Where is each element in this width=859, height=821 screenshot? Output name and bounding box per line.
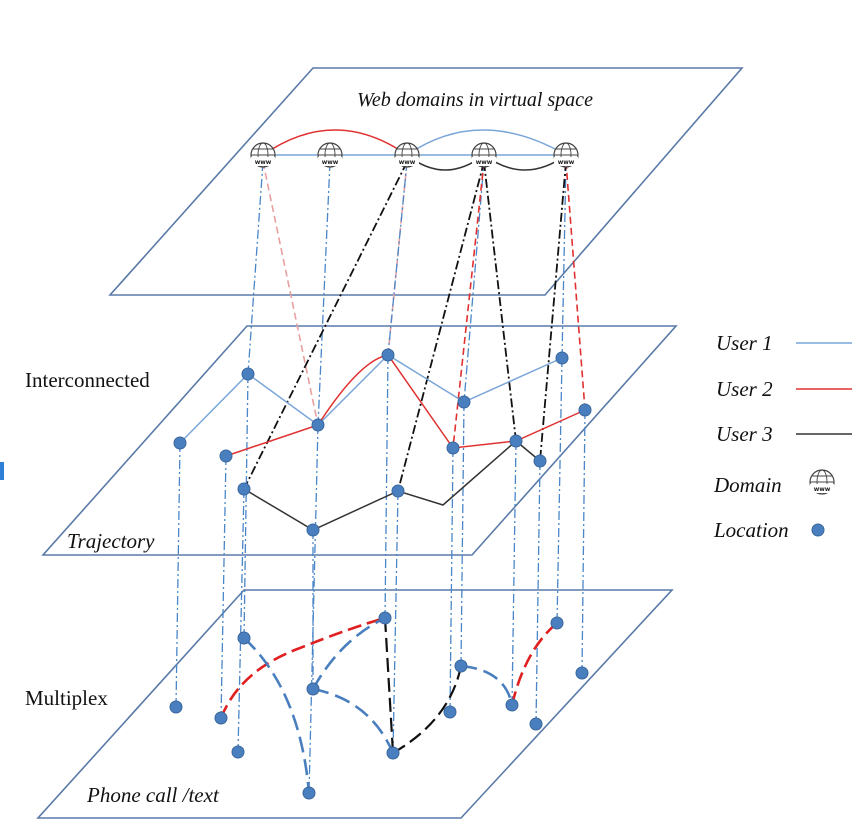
edge-marker — [0, 462, 4, 480]
trajectory-locations — [173, 348, 592, 537]
legend: User 1 User 2 User 3 Domain www Location — [713, 331, 852, 542]
legend-user1-label: User 1 — [716, 331, 773, 355]
interconnected-label: Interconnected — [25, 368, 150, 392]
location-node — [575, 666, 589, 680]
domain-icon-label: www — [255, 159, 272, 166]
location-node — [169, 700, 183, 714]
location-node — [533, 454, 547, 468]
legend-user3-label: User 3 — [716, 422, 773, 446]
globe-icon: www — [394, 142, 420, 168]
globe-icon: www — [553, 142, 579, 168]
location-node — [306, 682, 320, 696]
location-node — [509, 434, 523, 448]
location-node — [578, 403, 592, 417]
domain-location-links — [243, 161, 586, 492]
layer-projection-lines — [175, 354, 586, 794]
multiplex-locations — [169, 611, 589, 800]
location-node — [311, 418, 325, 432]
domain-icon-label: www — [814, 486, 831, 493]
location-node — [381, 348, 395, 362]
globe-icon: www — [317, 142, 343, 168]
location-node — [443, 705, 457, 719]
legend-user2-label: User 2 — [716, 377, 773, 401]
domain-icon-label: www — [322, 159, 339, 166]
location-node — [386, 746, 400, 760]
location-node — [505, 698, 519, 712]
location-node — [306, 523, 320, 537]
globe-icon: www — [809, 469, 835, 495]
domain-icons: www www www www — [250, 142, 579, 168]
location-node — [302, 786, 316, 800]
location-node — [378, 611, 392, 625]
domain-icon-label: www — [558, 159, 575, 166]
location-node — [457, 395, 471, 409]
legend-location-label: Location — [713, 518, 789, 542]
globe-icon: www — [471, 142, 497, 168]
location-node — [550, 616, 564, 630]
location-node — [219, 449, 233, 463]
location-node — [391, 484, 405, 498]
globe-icon: www — [250, 142, 276, 168]
multiplex-label: Multiplex — [25, 686, 108, 710]
communication-links — [219, 616, 558, 794]
legend-domain-label: Domain — [713, 473, 782, 497]
legend-location-marker — [811, 523, 825, 537]
trajectory-plane — [41, 325, 678, 556]
location-node — [555, 351, 569, 365]
location-node — [529, 717, 543, 731]
location-node — [173, 436, 187, 450]
location-node — [241, 367, 255, 381]
domain-icon-label: www — [399, 159, 416, 166]
phone-call-text-label: Phone call /text — [86, 783, 220, 807]
location-node — [237, 482, 251, 496]
domain-icon-label: www — [476, 159, 493, 166]
user2-trajectory — [225, 354, 586, 457]
user1-trajectory — [179, 354, 563, 444]
location-node — [454, 659, 468, 673]
location-node — [237, 631, 251, 645]
location-node — [231, 745, 245, 759]
location-node — [214, 711, 228, 725]
location-node — [446, 441, 460, 455]
web-domains-plane — [108, 67, 744, 296]
web-domains-title: Web domains in virtual space — [357, 89, 593, 111]
trajectory-label: Trajectory — [67, 529, 155, 553]
